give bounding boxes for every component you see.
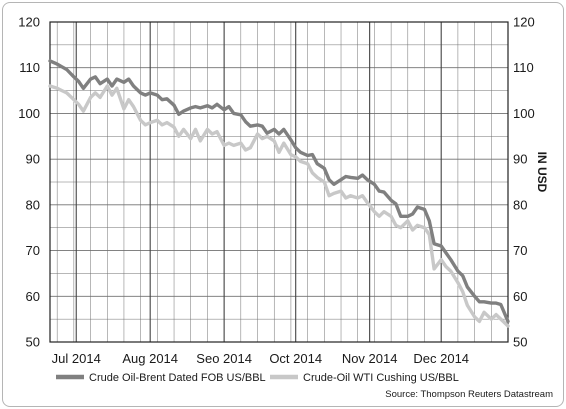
y-tick-label-right: 90	[513, 152, 527, 167]
y-tick-label-left: 50	[26, 335, 40, 350]
y-tick-label-right: 60	[513, 289, 527, 304]
y-tick-label-left: 110	[19, 60, 40, 75]
legend: Crude Oil-Brent Dated FOB US/BBL Crude-Oi…	[56, 372, 459, 384]
y-tick-label-right: 50	[513, 335, 527, 350]
x-tick-label: Aug 2014	[122, 351, 178, 366]
x-tick-label: Seo 2014	[196, 351, 252, 366]
y-tick-label-left: 80	[26, 197, 40, 212]
x-tick-label: Nov 2014	[342, 351, 398, 366]
series-lines	[48, 59, 510, 328]
x-tick-label: Jul 2014	[52, 351, 101, 366]
legend-item-wti-label: Crude-Oil WTI Cushing US/BBL	[303, 372, 459, 384]
y-tick-label-right: 100	[513, 106, 535, 121]
series-line-brent	[48, 59, 510, 324]
x-tick-label: Dec 2014	[413, 351, 469, 366]
y-tick-label-left: 120	[18, 15, 40, 30]
y-tick-label-left: 60	[26, 289, 40, 304]
y-tick-label-left: 100	[18, 106, 40, 121]
x-tick-label: Oct 2014	[269, 351, 322, 366]
tick-labels: 50 50 60 60 70 70 80 80 90 90 100 100 110 110 120 120 Ju…	[18, 15, 534, 367]
plot-border	[49, 21, 509, 343]
legend-item-brent-label: Crude Oil-Brent Dated FOB US/BBL	[89, 372, 266, 384]
y-tick-label-right: 70	[513, 243, 527, 258]
y-axis-label-right: IN USD	[535, 152, 549, 193]
y-tick-label-right: 80	[513, 197, 527, 212]
y-tick-label-right: 110	[513, 60, 534, 75]
source-note: Source: Thompson Reuters Datastream	[385, 389, 553, 400]
y-tick-label-left: 70	[26, 243, 40, 258]
y-tick-label-left: 90	[26, 152, 40, 167]
y-tick-label-right: 120	[513, 15, 535, 30]
grid	[50, 22, 508, 342]
series-line-wti	[48, 84, 510, 328]
